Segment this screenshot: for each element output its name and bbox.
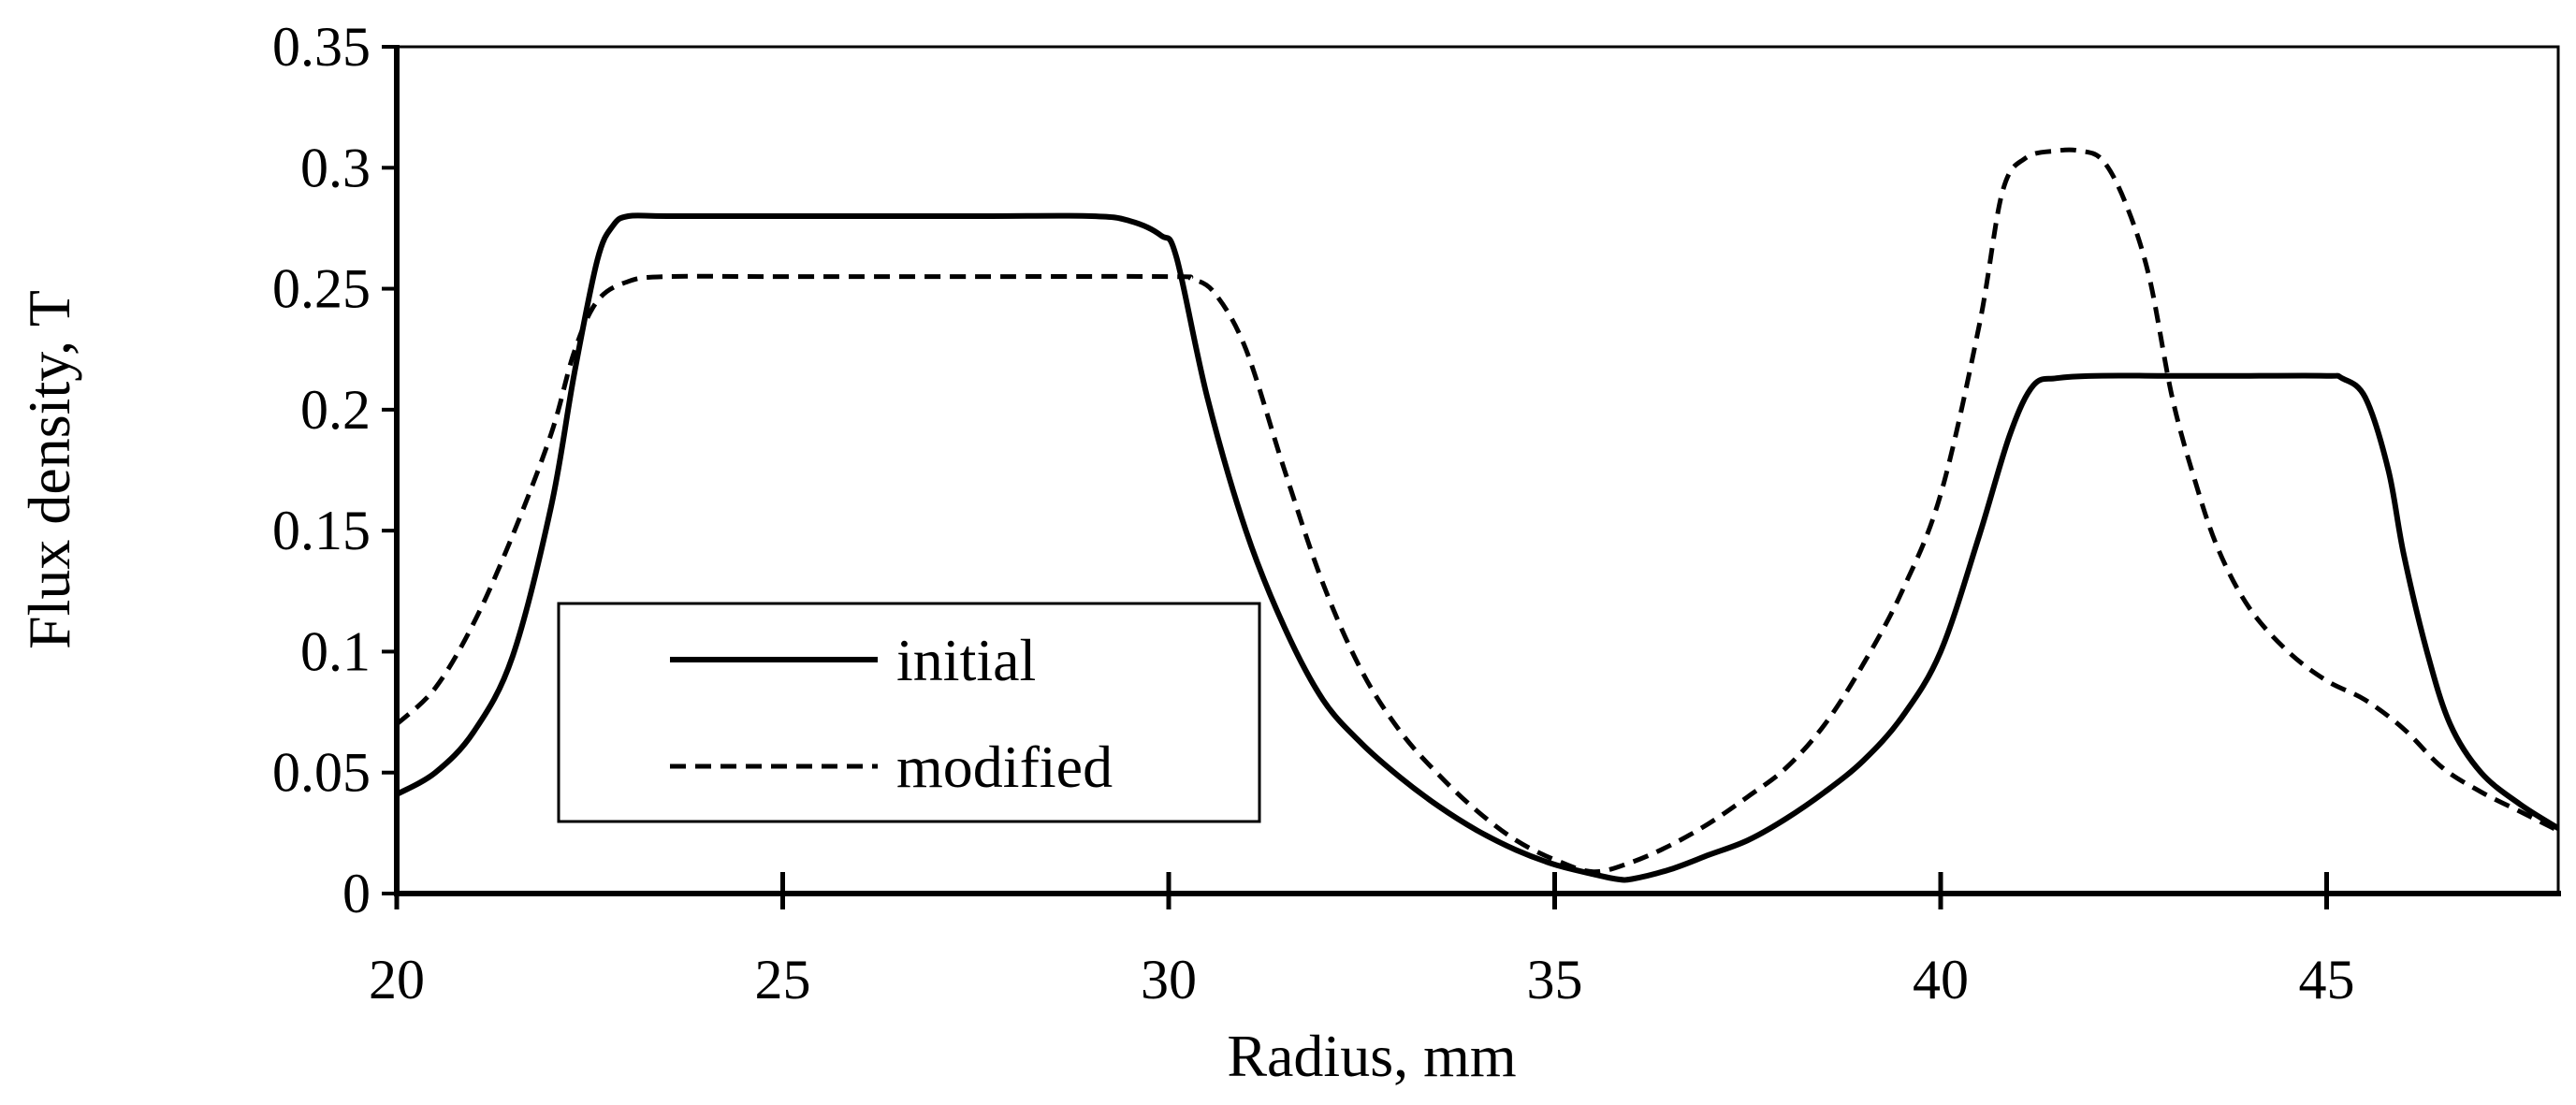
- x-tick-label: 20: [369, 949, 425, 1010]
- x-tick-label: 30: [1141, 949, 1197, 1010]
- series-layer: [395, 147, 2560, 883]
- y-tick-label: 0: [342, 863, 371, 924]
- x-tick-label: 25: [755, 949, 811, 1010]
- y-tick-label: 0.05: [272, 742, 371, 804]
- y-tick-label: 0.1: [300, 620, 371, 682]
- series-line-modified: [395, 147, 2560, 875]
- y-tick-label: 0.25: [272, 258, 371, 320]
- x-axis-title: Radius, mm: [1227, 1023, 1516, 1089]
- legend-label-modified: modified: [896, 734, 1113, 800]
- legend-label-initial: initial: [896, 627, 1036, 693]
- x-tick-label: 45: [2299, 949, 2355, 1010]
- y-tick-label: 0.35: [272, 16, 371, 78]
- y-tick-label: 0.3: [300, 137, 371, 198]
- series-line-initial: [395, 212, 2560, 883]
- legend-box: [557, 602, 1261, 823]
- y-axis-title: Flux density, T: [16, 290, 82, 649]
- y-axis-ticks: 0 0.05 0.1 0.15 0.2 0.25 0.3 0.35: [272, 16, 397, 924]
- x-tick-label: 35: [1527, 949, 1583, 1010]
- y-tick-label: 0.15: [272, 500, 371, 561]
- x-tick-label: 40: [1913, 949, 1969, 1010]
- legend: initial modified: [557, 602, 1261, 823]
- y-tick-label: 0.2: [300, 379, 371, 441]
